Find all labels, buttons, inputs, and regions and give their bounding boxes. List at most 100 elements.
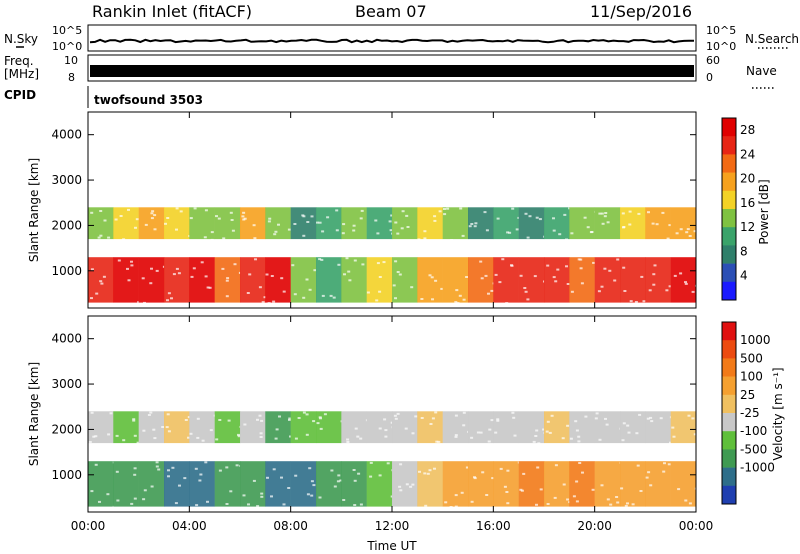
power-speckle xyxy=(693,230,697,233)
power-speckle xyxy=(167,292,171,295)
power-echo-cell xyxy=(442,257,469,303)
velocity-speckle xyxy=(133,497,137,500)
power-echo-cell xyxy=(518,257,545,303)
velocity-echo-cell xyxy=(518,411,545,444)
velocity-speckle xyxy=(278,415,281,418)
power-speckle xyxy=(231,229,235,232)
velocity-speckle xyxy=(229,490,233,493)
power-speckle xyxy=(668,285,672,288)
velocity-speckle xyxy=(532,440,536,443)
power-speckle xyxy=(511,207,515,210)
velocity-speckle xyxy=(505,491,509,493)
power-speckle xyxy=(241,215,245,218)
velocity-speckle xyxy=(444,501,448,504)
velocity-speckle xyxy=(310,494,314,497)
power-echo-cell xyxy=(164,207,190,240)
power-speckle xyxy=(210,231,214,234)
velocity-speckle xyxy=(184,419,188,421)
velocity-echo-cell xyxy=(240,411,266,444)
velocity-colorbar-tick-label: -25 xyxy=(740,406,760,420)
velocity-speckle xyxy=(312,484,316,487)
power-speckle xyxy=(318,258,322,261)
power-echo-cell xyxy=(189,207,215,240)
power-echo-cell xyxy=(138,257,165,303)
velocity-speckle xyxy=(684,499,688,502)
power-speckle xyxy=(394,221,398,224)
velocity-speckle xyxy=(308,467,312,470)
velocity-speckle xyxy=(287,487,291,489)
power-colorbar-tick-label: 12 xyxy=(740,220,755,234)
velocity-speckle xyxy=(316,422,320,425)
power-speckle xyxy=(603,215,607,218)
power-speckle xyxy=(361,263,365,266)
velocity-speckle xyxy=(434,411,438,414)
power-speckle xyxy=(570,290,574,293)
power-echo-cell xyxy=(265,207,291,240)
velocity-echo-cell xyxy=(544,461,570,507)
power-speckle xyxy=(655,223,659,226)
power-speckle xyxy=(554,280,558,283)
power-echo-cell xyxy=(316,257,342,303)
velocity-speckle xyxy=(155,465,159,468)
velocity-speckle xyxy=(409,485,413,488)
velocity-speckle xyxy=(336,480,340,483)
nsky-left-tick-bottom: 10^0 xyxy=(52,40,82,53)
velocity-speckle xyxy=(470,436,474,439)
velocity-speckle xyxy=(626,424,630,427)
velocity-echo-cell xyxy=(164,461,190,507)
velocity-speckle xyxy=(122,439,126,442)
cpid-label: CPID xyxy=(4,88,36,102)
velocity-speckle xyxy=(645,476,649,479)
velocity-speckle xyxy=(305,433,309,436)
velocity-colorbar-tick-label: -1000 xyxy=(740,461,775,475)
velocity-speckle xyxy=(511,411,515,414)
x-axis-label: Time UT xyxy=(366,539,417,553)
velocity-echo-cell xyxy=(341,411,367,444)
velocity-speckle xyxy=(132,418,136,421)
power-speckle xyxy=(221,267,225,270)
power-speckle xyxy=(126,267,129,270)
velocity-speckle xyxy=(577,435,581,438)
power-echo-cell xyxy=(113,257,139,303)
velocity-speckle xyxy=(318,496,322,499)
velocity-speckle xyxy=(435,440,439,443)
velocity-speckle xyxy=(260,492,264,495)
power-speckle xyxy=(679,228,683,231)
power-speckle xyxy=(526,236,530,239)
power-speckle xyxy=(320,258,324,261)
power-speckle xyxy=(337,263,341,266)
power-speckle xyxy=(583,216,587,219)
power-colorbar-tick-label: 24 xyxy=(740,147,755,161)
velocity-speckle xyxy=(183,477,187,480)
power-speckle xyxy=(526,298,530,301)
velocity-speckle xyxy=(297,417,301,419)
velocity-speckle xyxy=(161,426,165,428)
velocity-speckle xyxy=(545,430,549,433)
velocity-speckle xyxy=(649,416,653,419)
power-colorbar-frame xyxy=(721,117,737,301)
velocity-speckle xyxy=(302,411,306,414)
power-speckle xyxy=(229,211,233,214)
power-speckle xyxy=(378,290,382,293)
power-echo-cell xyxy=(544,207,570,240)
velocity-echo-cell xyxy=(569,461,595,507)
velocity-speckle xyxy=(621,439,625,442)
velocity-speckle xyxy=(204,461,208,464)
power-speckle xyxy=(175,207,179,210)
power-speckle xyxy=(684,282,688,285)
power-speckle xyxy=(479,260,483,263)
power-speckle xyxy=(400,227,404,230)
velocity-colorbar-swatch xyxy=(722,431,736,450)
power-speckle xyxy=(679,272,683,275)
velocity-echo-cell xyxy=(417,411,443,444)
power-speckle xyxy=(179,210,183,213)
power-colorbar-swatch xyxy=(722,118,736,137)
velocity-colorbar-swatch xyxy=(722,394,736,414)
velocity-speckle xyxy=(133,473,137,476)
velocity-speckle xyxy=(487,440,491,443)
velocity-speckle xyxy=(142,498,146,501)
power-speckle xyxy=(461,234,465,237)
velocity-speckle xyxy=(225,503,229,505)
power-speckle xyxy=(691,290,695,293)
velocity-speckle xyxy=(639,490,643,492)
